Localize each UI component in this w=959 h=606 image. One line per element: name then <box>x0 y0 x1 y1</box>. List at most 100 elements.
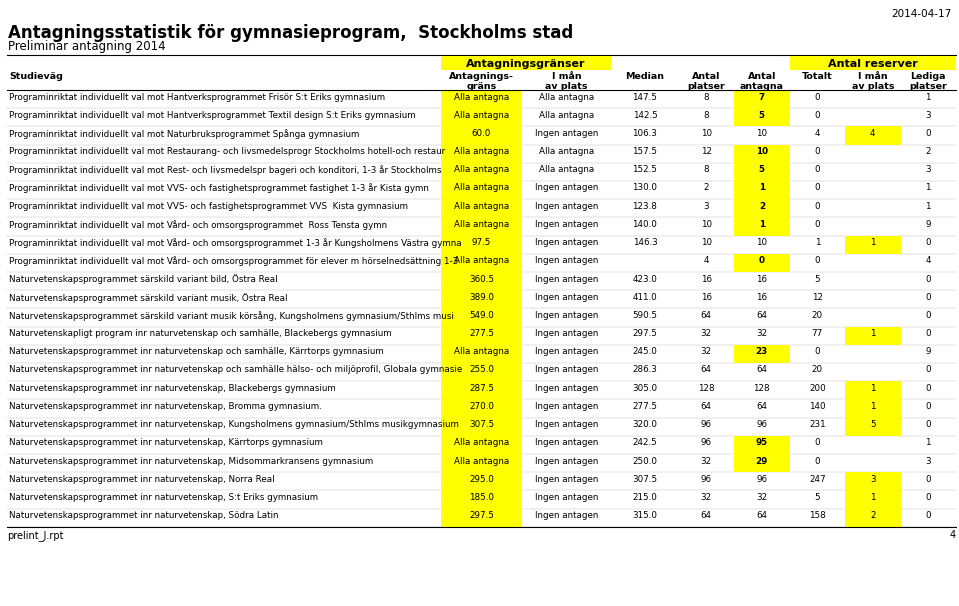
Text: 32: 32 <box>701 493 712 502</box>
Text: Ingen antagen: Ingen antagen <box>535 238 598 247</box>
Text: 8: 8 <box>704 93 709 101</box>
Bar <box>441 90 522 108</box>
Bar <box>734 163 789 181</box>
Text: 0: 0 <box>925 384 931 393</box>
Bar <box>734 199 789 218</box>
Text: 0: 0 <box>814 147 820 156</box>
Text: 0: 0 <box>925 293 931 302</box>
Text: 2: 2 <box>870 511 876 520</box>
Bar <box>441 290 522 308</box>
Text: Programinriktat individuellt val mot Hantverksprogrammet Frisör S:t Eriks gymnas: Programinriktat individuellt val mot Han… <box>9 93 386 101</box>
Text: 242.5: 242.5 <box>633 438 657 447</box>
Text: 297.5: 297.5 <box>633 329 657 338</box>
Text: Naturvetenskapsprogrammet inr naturvetenskap, Södra Latin: Naturvetenskapsprogrammet inr naturveten… <box>9 511 278 520</box>
Text: 245.0: 245.0 <box>633 347 657 356</box>
Text: Naturvetenskapsprogrammet inr naturvetenskap, Norra Real: Naturvetenskapsprogrammet inr naturveten… <box>9 474 274 484</box>
Text: Ingen antagen: Ingen antagen <box>535 438 598 447</box>
Text: Ingen antagen: Ingen antagen <box>535 474 598 484</box>
Text: 215.0: 215.0 <box>633 493 657 502</box>
Text: 2: 2 <box>704 184 709 193</box>
Text: 20: 20 <box>811 365 823 375</box>
Text: Programinriktat individuellt val mot VVS- och fastighetsprogrammet VVS  Kista gy: Programinriktat individuellt val mot VVS… <box>9 202 408 211</box>
Text: 255.0: 255.0 <box>469 365 494 375</box>
Text: 0: 0 <box>925 311 931 320</box>
Text: Ingen antagen: Ingen antagen <box>535 365 598 375</box>
Text: 1: 1 <box>925 202 931 211</box>
Bar <box>734 108 789 127</box>
Text: 3: 3 <box>925 456 931 465</box>
Text: Antal
platser: Antal platser <box>688 72 725 92</box>
Text: 64: 64 <box>701 402 712 411</box>
Text: Alla antagna: Alla antagna <box>454 202 509 211</box>
Bar <box>441 127 522 145</box>
Text: 423.0: 423.0 <box>633 275 657 284</box>
Bar <box>734 90 789 108</box>
Text: 60.0: 60.0 <box>472 129 491 138</box>
Text: Alla antagna: Alla antagna <box>454 438 509 447</box>
Bar <box>734 181 789 199</box>
Text: Antagningsstatistik för gymnasieprogram,  Stockholms stad: Antagningsstatistik för gymnasieprogram,… <box>8 24 573 42</box>
Text: 549.0: 549.0 <box>469 311 494 320</box>
Text: Ingen antagen: Ingen antagen <box>535 329 598 338</box>
Text: 286.3: 286.3 <box>633 365 657 375</box>
Text: 95: 95 <box>756 438 768 447</box>
Text: 247: 247 <box>809 474 826 484</box>
Text: 64: 64 <box>757 402 767 411</box>
Text: 4: 4 <box>814 129 820 138</box>
Text: 20: 20 <box>811 311 823 320</box>
Text: 140: 140 <box>809 402 826 411</box>
Text: 106.3: 106.3 <box>633 129 657 138</box>
Text: Antal
antagna: Antal antagna <box>739 72 784 92</box>
Text: 10: 10 <box>701 220 712 229</box>
Text: 0: 0 <box>814 93 820 101</box>
Text: Programinriktat individuellt val mot Naturbruksprogrammet Spånga gymnasium: Programinriktat individuellt val mot Nat… <box>9 129 360 139</box>
Text: 0: 0 <box>814 165 820 175</box>
Text: 590.5: 590.5 <box>632 311 658 320</box>
Text: 307.5: 307.5 <box>632 474 658 484</box>
Text: 32: 32 <box>701 347 712 356</box>
Bar <box>441 436 522 454</box>
Bar <box>845 490 901 508</box>
Text: 0: 0 <box>925 329 931 338</box>
Bar <box>441 454 522 472</box>
Bar <box>734 218 789 236</box>
Text: 277.5: 277.5 <box>632 402 658 411</box>
Text: 130.0: 130.0 <box>632 184 658 193</box>
Text: Naturvetenskapsprogrammet inr naturvetenskap och samhälle, Kärrtorps gymnasium: Naturvetenskapsprogrammet inr naturveten… <box>9 347 384 356</box>
Text: Lediga
platser: Lediga platser <box>909 72 947 92</box>
Text: 10: 10 <box>756 147 768 156</box>
Text: 0: 0 <box>759 256 765 265</box>
Text: 4: 4 <box>949 530 956 540</box>
Text: Programinriktat individuellt val mot VVS- och fastighetsprogrammet fastighet 1-3: Programinriktat individuellt val mot VVS… <box>9 184 429 193</box>
Text: 128: 128 <box>698 384 714 393</box>
Bar <box>441 472 522 490</box>
Bar <box>441 56 611 70</box>
Text: 0: 0 <box>814 256 820 265</box>
Text: 16: 16 <box>701 275 712 284</box>
Text: 16: 16 <box>701 293 712 302</box>
Text: Naturvetenskapsprogrammet inr naturvetenskap, Midsommarkransens gymnasium: Naturvetenskapsprogrammet inr naturveten… <box>9 456 373 465</box>
Text: 1: 1 <box>870 384 876 393</box>
Bar <box>734 254 789 272</box>
Bar <box>845 127 901 145</box>
Text: 315.0: 315.0 <box>632 511 658 520</box>
Text: Median: Median <box>625 72 665 81</box>
Text: 0: 0 <box>925 511 931 520</box>
Text: 277.5: 277.5 <box>469 329 494 338</box>
Text: 389.0: 389.0 <box>469 293 494 302</box>
Bar <box>845 508 901 527</box>
Text: 1: 1 <box>814 238 820 247</box>
Bar <box>441 254 522 272</box>
Text: 320.0: 320.0 <box>632 420 658 429</box>
Text: 250.0: 250.0 <box>632 456 658 465</box>
Text: 152.5: 152.5 <box>633 165 657 175</box>
Text: Naturvetenskapsprogrammet inr naturvetenskap och samhälle hälso- och miljöprofil: Naturvetenskapsprogrammet inr naturveten… <box>9 365 462 375</box>
Text: 0: 0 <box>925 493 931 502</box>
Text: 231: 231 <box>809 420 826 429</box>
Text: 29: 29 <box>756 456 768 465</box>
Bar <box>441 381 522 399</box>
Text: 64: 64 <box>757 311 767 320</box>
Text: 10: 10 <box>757 129 767 138</box>
Text: Naturvetenskapsprogrammet inr naturvetenskap, Kungsholmens gymnasium/Sthlms musi: Naturvetenskapsprogrammet inr naturveten… <box>9 420 458 429</box>
Text: Alla antagna: Alla antagna <box>454 256 509 265</box>
